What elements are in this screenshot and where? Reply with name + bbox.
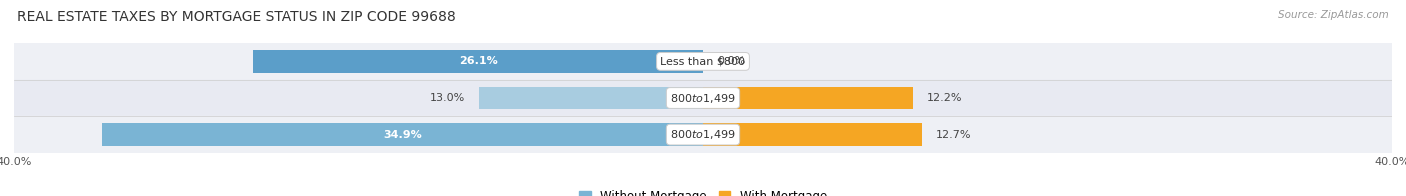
Bar [703,87,912,109]
Text: 34.9%: 34.9% [382,130,422,140]
Text: 13.0%: 13.0% [430,93,465,103]
Bar [101,123,703,146]
Text: 0.0%: 0.0% [717,56,745,66]
Text: REAL ESTATE TAXES BY MORTGAGE STATUS IN ZIP CODE 99688: REAL ESTATE TAXES BY MORTGAGE STATUS IN … [17,10,456,24]
Bar [14,43,1392,80]
Legend: Without Mortgage, With Mortgage: Without Mortgage, With Mortgage [574,185,832,196]
Bar [479,87,703,109]
Bar [703,123,922,146]
Text: 12.2%: 12.2% [927,93,962,103]
Text: 26.1%: 26.1% [458,56,498,66]
Text: Source: ZipAtlas.com: Source: ZipAtlas.com [1278,10,1389,20]
Text: 12.7%: 12.7% [935,130,972,140]
Text: Less than $800: Less than $800 [661,56,745,66]
Bar [14,80,1392,116]
Bar [253,50,703,73]
Text: $800 to $1,499: $800 to $1,499 [671,92,735,104]
Bar [14,116,1392,153]
Text: $800 to $1,499: $800 to $1,499 [671,128,735,141]
